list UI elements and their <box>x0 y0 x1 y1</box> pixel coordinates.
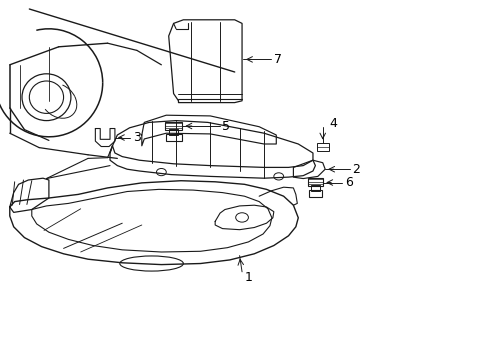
Text: 4: 4 <box>328 117 336 130</box>
Text: 1: 1 <box>244 271 252 284</box>
Text: 6: 6 <box>344 176 352 189</box>
Text: 3: 3 <box>133 131 141 144</box>
Bar <box>168 129 178 135</box>
Bar <box>164 122 182 130</box>
Bar <box>165 134 181 141</box>
Text: 7: 7 <box>273 53 281 66</box>
Text: 5: 5 <box>222 120 230 132</box>
Bar <box>308 190 322 197</box>
Bar <box>316 143 328 151</box>
Bar <box>310 185 319 191</box>
Text: 2: 2 <box>351 163 359 176</box>
Bar <box>164 122 182 130</box>
Bar <box>307 178 323 186</box>
